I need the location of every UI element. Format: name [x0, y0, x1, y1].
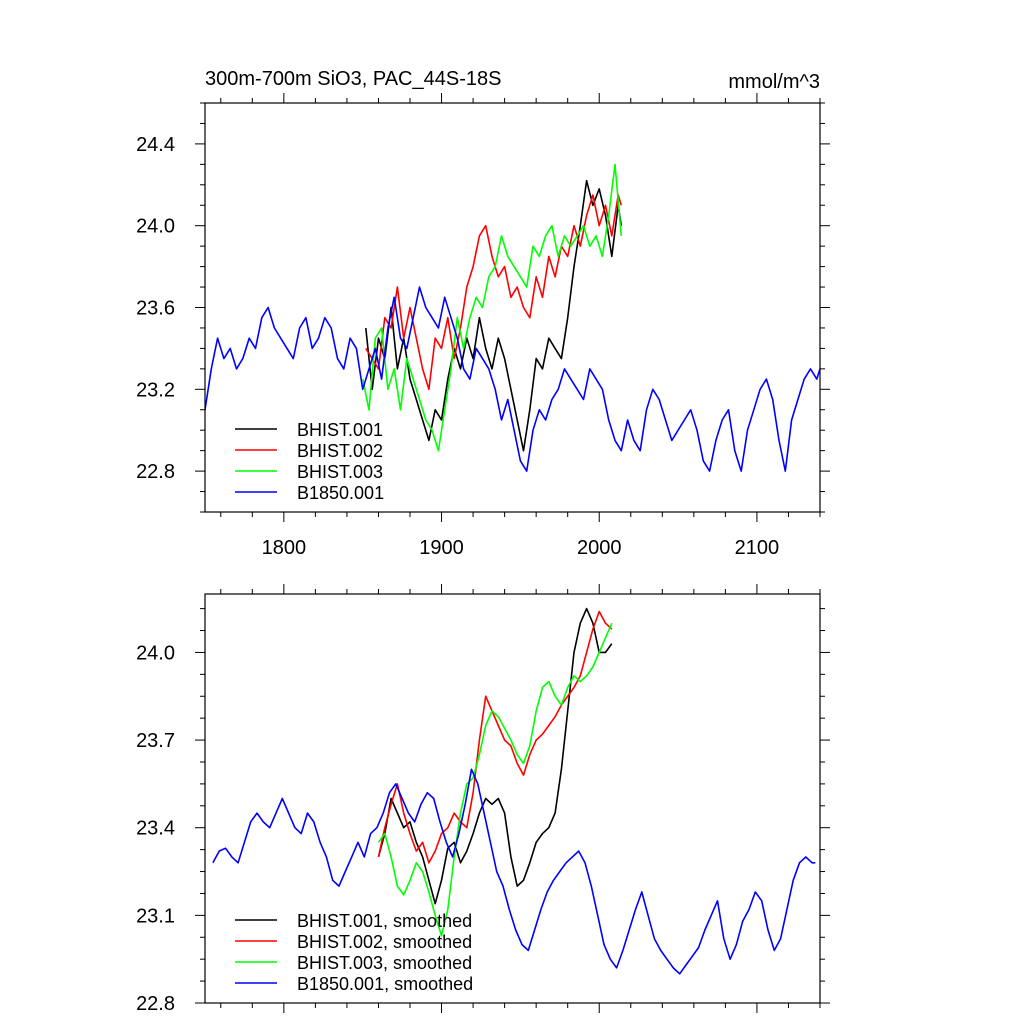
x-tick-label: 1900 [419, 537, 464, 559]
x-tick-label: 2100 [735, 537, 780, 559]
legend-label: BHIST.002, smoothed [297, 932, 472, 952]
x-tick-label: 1800 [262, 537, 307, 559]
series-line-bhist-003 [361, 163, 623, 452]
legend-label: BHIST.003 [297, 462, 383, 482]
y-tick-label: 23.4 [136, 818, 175, 840]
x-tick-label: 2000 [577, 537, 622, 559]
series-line-b1850-001 [205, 286, 820, 472]
plot-frame [204, 593, 821, 1004]
series-line-bhist-002-smoothed [377, 610, 613, 864]
legend-label: BHIST.001 [297, 420, 383, 440]
y-tick-label: 24.0 [136, 642, 175, 664]
y-tick-label: 22.8 [136, 993, 175, 1015]
series-line-bhist-001 [365, 179, 623, 452]
y-tick-label: 23.2 [136, 379, 175, 401]
legend-label: BHIST.002 [297, 441, 383, 461]
y-tick-label: 24.4 [136, 134, 175, 156]
y-tick-label: 23.6 [136, 298, 175, 320]
panel-top: 1800 1900 2000 2100 22.8 23.2 23.6 24.0 24.4 BHIS… [136, 93, 830, 559]
series-line-b1850-001-smoothed [212, 768, 816, 975]
title-left: 300m-700m SiO3, PAC_44S-18S [205, 68, 501, 90]
series-line-bhist-003-smoothed [377, 622, 613, 937]
title-right: mmol/m^3 [728, 71, 820, 93]
legend-label: B1850.001 [297, 483, 384, 503]
y-tick-label: 23.7 [136, 730, 175, 752]
series-line-bhist-001-smoothed [377, 607, 613, 905]
legend-label: BHIST.001, smoothed [297, 911, 472, 931]
legend-label: BHIST.003, smoothed [297, 953, 472, 973]
y-tick-label: 24.0 [136, 216, 175, 238]
legend-label: B1850.001, smoothed [297, 974, 473, 994]
y-tick-label: 22.8 [136, 461, 175, 483]
y-tick-label: 23.1 [136, 905, 175, 927]
